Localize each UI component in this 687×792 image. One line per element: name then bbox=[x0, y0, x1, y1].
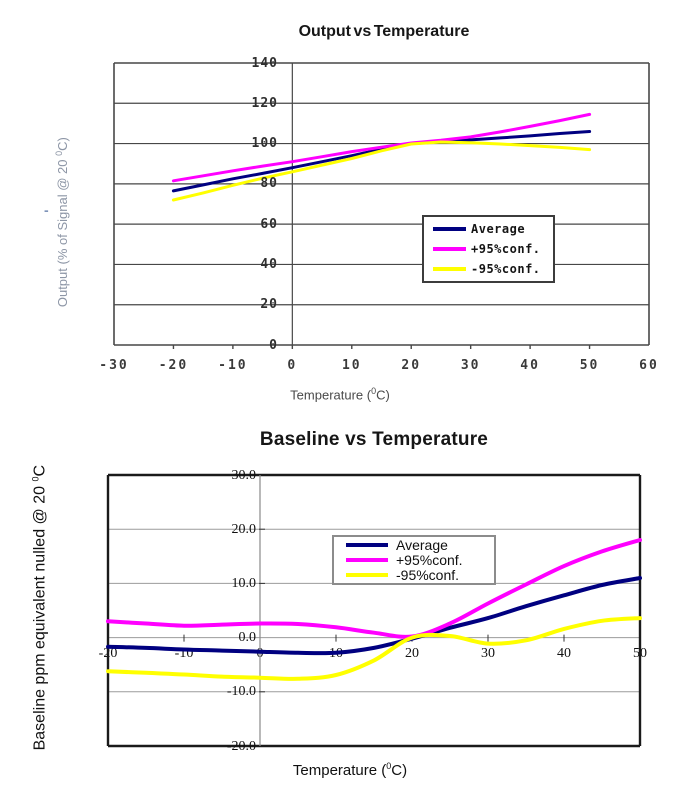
chart2-y-axis-title-unit: C bbox=[31, 464, 49, 477]
chart1-y-tick-label: 140 bbox=[251, 55, 278, 71]
chart1-title: Output vs Temperature bbox=[298, 23, 470, 40]
chart1-y-axis-title-sup: 0 bbox=[53, 150, 64, 156]
chart1-x-tick-label: -20 bbox=[158, 358, 189, 373]
chart1-x-axis-title: Temperature (0C) bbox=[190, 386, 490, 402]
chart2-legend: Average +95%conf. -95%conf. bbox=[332, 535, 496, 585]
chart2-x-tick-label: 30 bbox=[481, 646, 495, 661]
legend-label: Average bbox=[396, 537, 448, 553]
stray-dash-mark: - bbox=[44, 202, 49, 218]
chart1-x-tick-label: 0 bbox=[287, 358, 298, 373]
plus95-line-swatch bbox=[433, 247, 466, 251]
chart2-series-average bbox=[106, 576, 642, 656]
chart2-y-tick-label: 30.0 bbox=[231, 467, 257, 483]
chart2-legend-item-minus95: -95%conf. bbox=[346, 567, 494, 583]
average-line-swatch bbox=[346, 543, 388, 547]
chart1-y-tick-label: 40 bbox=[260, 256, 278, 272]
minus95-line-swatch bbox=[346, 573, 388, 577]
chart1-x-tick-label: 20 bbox=[401, 358, 422, 373]
chart2-y-axis-title-sup: 0 bbox=[30, 476, 41, 482]
chart2-x-axis-title-unit: C) bbox=[391, 762, 408, 779]
chart2-legend-item-average: Average bbox=[346, 537, 494, 553]
chart1-y-tick-label: 100 bbox=[251, 136, 278, 152]
chart2-y-tick-label: 20.0 bbox=[231, 521, 257, 537]
chart2-x-tick-label: 40 bbox=[557, 646, 571, 661]
chart2-x-axis-title-sup: 0 bbox=[386, 761, 392, 771]
chart2-y-axis-title: Baseline ppm equivalent nulled @ 20 0C bbox=[30, 438, 49, 778]
chart1-y-axis-title: Output (% of Signal @ 20 0C) bbox=[54, 62, 70, 382]
chart1-legend-item-plus95: +95%conf. bbox=[433, 241, 553, 258]
chart1-x-axis-title-text: Temperature ( bbox=[290, 387, 372, 403]
chart1-legend-item-minus95: -95%conf. bbox=[433, 261, 553, 278]
chart2-y-tick-label: -20.0 bbox=[226, 738, 256, 754]
chart1-x-tick-label: -30 bbox=[99, 358, 129, 373]
chart2-y-tick-label: 0.0 bbox=[238, 630, 257, 646]
chart1-y-tick-label: 60 bbox=[260, 216, 278, 232]
chart2-x-tick-label: 10 bbox=[329, 646, 343, 661]
chart2-legend-item-plus95: +95%conf. bbox=[346, 552, 494, 568]
chart1-x-tick-label: -10 bbox=[218, 358, 248, 373]
chart1-x-axis-title-sup: 0 bbox=[371, 386, 377, 396]
legend-label: Average bbox=[471, 222, 526, 236]
legend-label: -95%conf. bbox=[471, 262, 541, 276]
chart1-x-tick-label: 10 bbox=[341, 358, 362, 373]
chart2-x-tick-label: 50 bbox=[633, 646, 647, 661]
chart2-x-axis-title-text: Temperature ( bbox=[292, 762, 387, 779]
chart1-x-axis-title-unit: C) bbox=[376, 387, 390, 403]
chart1-x-tick-label: 40 bbox=[520, 358, 540, 373]
average-line-swatch bbox=[433, 227, 466, 231]
legend-label: -95%conf. bbox=[396, 567, 460, 583]
chart1-y-tick-label: 20 bbox=[260, 297, 278, 313]
chart1-y-tick-label: 120 bbox=[251, 95, 278, 111]
chart1-y-axis-title-text: Output (% of Signal @ 20 bbox=[55, 155, 71, 308]
chart2-x-tick-label: 0 bbox=[256, 646, 264, 661]
chart1-legend: Average +95%conf. -95%conf. bbox=[422, 215, 555, 283]
chart2-x-axis-title: Temperature (0C) bbox=[200, 761, 500, 779]
chart1-x-tick-label: 30 bbox=[460, 358, 481, 373]
legend-label: +95%conf. bbox=[396, 552, 463, 568]
minus95-line-swatch bbox=[433, 267, 466, 271]
chart2-title: Baseline vs Temperature bbox=[259, 429, 489, 450]
chart1-x-tick-label: 60 bbox=[639, 358, 659, 373]
chart2-x-tick-label: -10 bbox=[174, 646, 194, 661]
chart2-y-tick-label: -10.0 bbox=[226, 684, 256, 700]
chart2-y-axis-title-text: Baseline ppm equivalent nulled @ 20 bbox=[31, 481, 49, 751]
legend-label: +95%conf. bbox=[471, 242, 541, 256]
chart1-y-tick-label: 0 bbox=[269, 337, 278, 353]
chart1-y-axis-title-unit: C) bbox=[55, 137, 71, 151]
chart2-x-tick-label: 20 bbox=[405, 646, 419, 661]
chart2-y-tick-label: 10.0 bbox=[231, 575, 257, 591]
chart1-y-tick-label: 80 bbox=[260, 176, 278, 192]
chart1-x-tick-label: 50 bbox=[579, 358, 600, 373]
chart2-x-tick-label: -20 bbox=[98, 646, 118, 661]
chart1-legend-item-average: Average bbox=[433, 221, 553, 238]
plus95-line-swatch bbox=[346, 558, 388, 562]
